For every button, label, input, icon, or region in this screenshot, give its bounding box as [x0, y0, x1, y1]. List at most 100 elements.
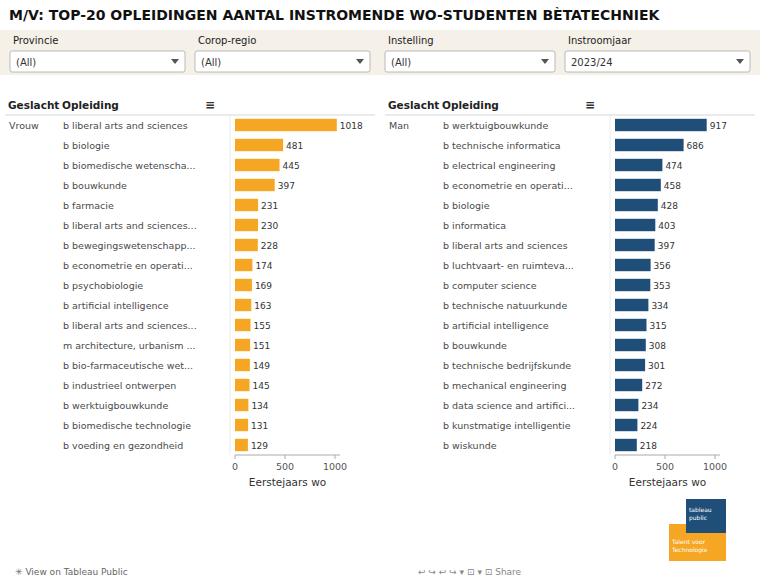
filter-value: 2023/24	[571, 57, 613, 68]
axis-label: Eerstejaars wo	[629, 476, 706, 488]
bar	[235, 339, 250, 351]
category-label: b werktuigbouwkunde	[443, 120, 548, 131]
data-label: 218	[640, 441, 657, 451]
category-label: b informatica	[443, 220, 506, 231]
bar	[615, 219, 655, 231]
dropdown-arrow	[171, 59, 179, 64]
column-divider	[610, 115, 611, 455]
data-label: 917	[710, 121, 727, 131]
category-label: b farmacie	[63, 200, 114, 211]
chart-root: M/V: TOP-20 OPLEIDINGEN AANTAL INSTROMEN…	[0, 0, 760, 587]
logo-text: Technologie	[671, 546, 708, 554]
group-label: Vrouw	[9, 120, 39, 131]
logo-top	[686, 499, 726, 533]
tick	[615, 455, 616, 459]
bar	[615, 239, 655, 251]
filter-box	[195, 51, 370, 72]
data-label: 163	[254, 301, 271, 311]
tick	[665, 455, 666, 459]
data-label: 151	[253, 341, 270, 351]
bar	[235, 359, 250, 371]
category-label: b technische natuurkunde	[443, 300, 567, 311]
filter-value: (All)	[16, 57, 36, 68]
bar	[235, 199, 258, 211]
data-label: 231	[261, 201, 278, 211]
category-label: b luchtvaart- en ruimteva...	[443, 260, 574, 271]
logo-text: public	[689, 514, 707, 522]
logo-text: Talent voor	[671, 538, 706, 545]
filter-label: Instroomjaar	[568, 35, 632, 46]
bar	[615, 319, 647, 331]
title: M/V: TOP-20 OPLEIDINGEN AANTAL INSTROMEN…	[9, 7, 660, 23]
category-label: b industrieel ontwerpen	[63, 380, 176, 391]
bar	[235, 159, 280, 171]
category-label: b bewegingswetenschapp...	[63, 240, 196, 251]
data-label: 230	[261, 221, 278, 231]
bar	[235, 319, 251, 331]
category-label: b biomedische wetenscha...	[63, 160, 196, 171]
filter: Provincie (All)	[10, 35, 185, 72]
data-label: 397	[278, 181, 295, 191]
data-label: 134	[251, 401, 268, 411]
background	[0, 0, 760, 587]
category-label: b voeding en gezondheid	[63, 440, 183, 451]
bars	[615, 119, 707, 451]
category-label: b werktuigbouwkunde	[63, 400, 168, 411]
category-label: b biomedische technologie	[63, 420, 191, 431]
column-header: Opleiding	[442, 99, 499, 111]
filter-label: Instelling	[388, 35, 434, 46]
footer-toolbar: ↩ ↪ ↩ ↪ ▾ ⊡ ▾ ⊡ Share	[418, 567, 522, 577]
filter: Instroomjaar 2023/24	[565, 35, 750, 72]
filter-label: Provincie	[13, 35, 58, 46]
category-label: b electrical engineering	[443, 160, 555, 171]
data-label: 397	[658, 241, 675, 251]
data-label: 474	[665, 161, 682, 171]
data-label: 228	[261, 241, 278, 251]
data-label: 169	[255, 281, 272, 291]
bar	[615, 119, 707, 131]
category-label: b bouwkunde	[443, 340, 507, 351]
data-label: 131	[251, 421, 268, 431]
category-label: b econometrie en operati...	[63, 260, 193, 271]
data-label: 129	[251, 441, 268, 451]
column-header: Geslacht	[8, 99, 59, 111]
tick-label: 500	[276, 461, 294, 472]
filter: Corop-regio(All)	[195, 35, 370, 72]
bar	[235, 379, 250, 391]
category-label: b technische informatica	[443, 140, 561, 151]
bar	[235, 139, 283, 151]
dropdown-arrow	[541, 59, 549, 64]
tick	[335, 455, 336, 459]
column-header: Geslacht	[388, 99, 439, 111]
bar	[615, 139, 684, 151]
data-label: 155	[254, 321, 271, 331]
bar	[615, 299, 648, 311]
tick-label: 1000	[703, 461, 727, 472]
x-axis: 05001000Eerstejaars wo	[612, 455, 727, 488]
header-rule	[5, 115, 375, 116]
filter: Instelling(All)	[385, 35, 555, 72]
filter-box	[385, 51, 555, 72]
dropdown-arrow	[736, 59, 744, 64]
tick-label: 0	[612, 461, 618, 472]
data-label: 174	[255, 261, 272, 271]
category-label: b liberal arts and sciences...	[63, 320, 197, 331]
panel: GeslachtOpleiding≡Vrouwb liberal arts an…	[5, 98, 375, 488]
bar	[615, 159, 662, 171]
column-divider	[230, 115, 231, 455]
bar	[235, 239, 258, 251]
bar	[235, 439, 248, 451]
category-label: b technische bedrijfskunde	[443, 360, 571, 371]
data-label: 481	[286, 141, 303, 151]
panel: GeslachtOpleiding≡Manb werktuigbouwkunde…	[385, 98, 755, 488]
bar	[615, 379, 642, 391]
category-label: b artificial intelligence	[63, 300, 169, 311]
data-label: 1018	[340, 121, 363, 131]
dropdown-arrow	[356, 59, 364, 64]
filter-band	[0, 30, 760, 75]
bar	[615, 279, 650, 291]
sort-icon: ≡	[205, 98, 215, 112]
tick	[715, 455, 716, 459]
data-label: 234	[641, 401, 658, 411]
category-label: b biologie	[443, 200, 490, 211]
